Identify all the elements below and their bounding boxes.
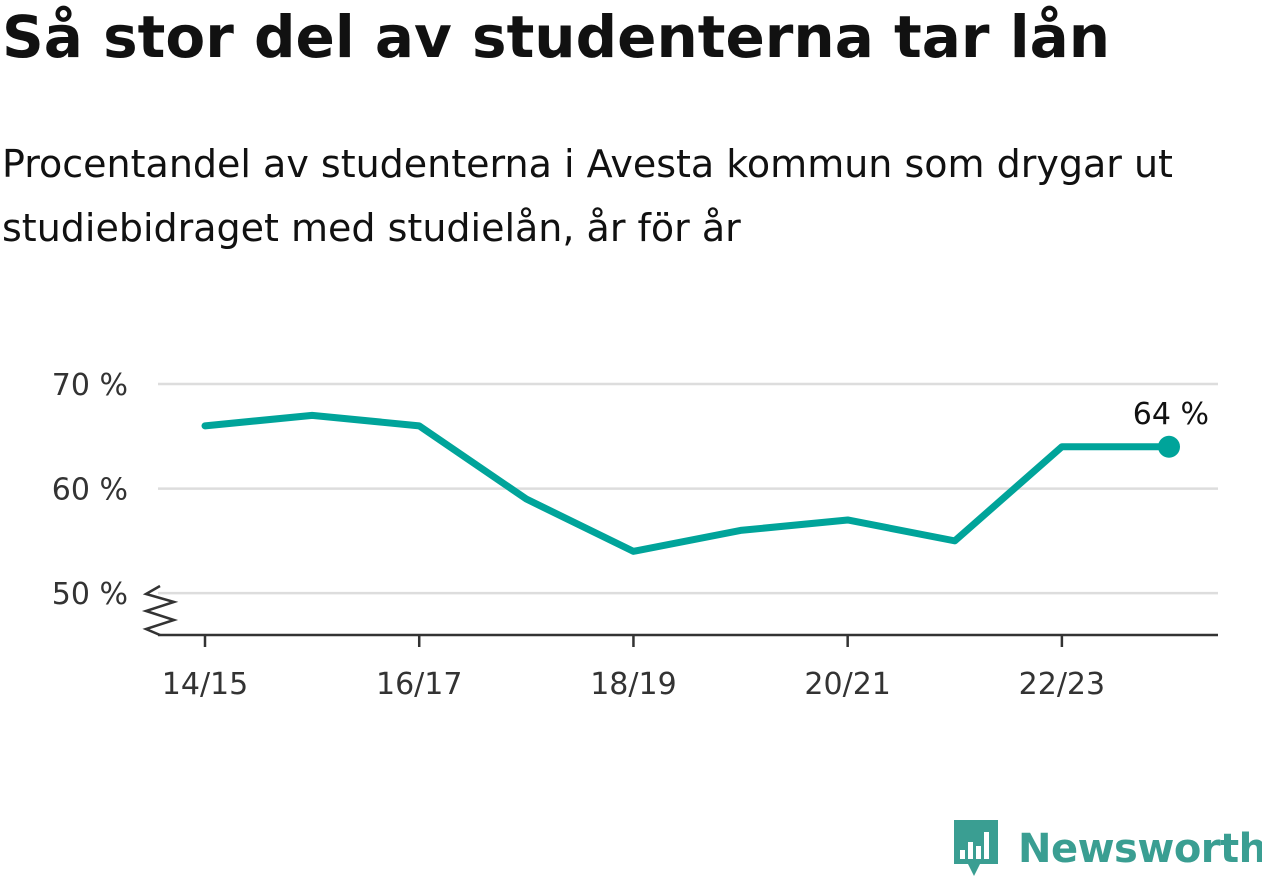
series-end-point bbox=[1158, 435, 1180, 458]
x-tick-label: 16/17 bbox=[376, 667, 462, 702]
axis-break-marker bbox=[141, 584, 179, 637]
chart-subtitle: Procentandel av studenterna i Avesta kom… bbox=[2, 142, 1173, 250]
x-axis bbox=[141, 584, 1218, 647]
labels-layer: 50 % 60 % 70 % 14/15 16/17 18/19 20/21 22/23 64 … bbox=[52, 368, 1209, 702]
x-tick-label: 22/23 bbox=[1019, 667, 1105, 702]
bar-chart-speech-bubble-icon bbox=[954, 820, 998, 876]
brand-name: Newsworthy bbox=[1018, 826, 1262, 872]
series-layer bbox=[201, 411, 1180, 555]
y-tick-label: 60 % bbox=[52, 473, 128, 508]
x-tick-label: 14/15 bbox=[162, 667, 248, 702]
line-chart: 50 % 60 % 70 % 14/15 16/17 18/19 20/21 22/23 64 … bbox=[52, 368, 1218, 702]
brand-logo: Newsworthy bbox=[950, 818, 1262, 880]
x-tick-label: 18/19 bbox=[590, 667, 676, 702]
end-value-label: 64 % bbox=[1133, 397, 1209, 432]
y-tick-label: 50 % bbox=[52, 577, 128, 612]
y-tick-label: 70 % bbox=[52, 368, 128, 403]
chart-title: Så stor del av studenterna tar lån bbox=[2, 3, 1111, 71]
gridlines bbox=[158, 382, 1218, 595]
series-line bbox=[201, 411, 1173, 555]
x-tick-label: 20/21 bbox=[804, 667, 890, 702]
